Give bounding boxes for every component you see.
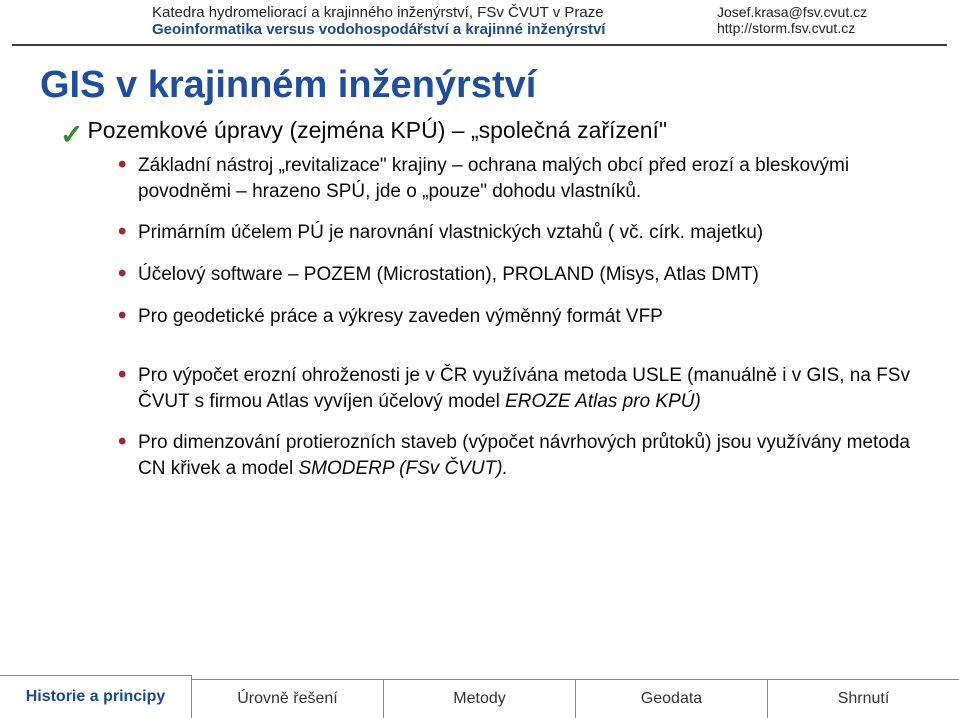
tab-shrnuti[interactable]: Shrnutí [768,679,959,718]
list-item: Pro geodetické práce a výkresy zaveden v… [118,304,919,330]
footer-tabs: Historie a principy Úrovně řešení Metody… [0,679,959,718]
list-item-italic: EROZE Atlas pro KPÚ) [505,391,701,412]
bullet-list-a: Základní nástroj „revitalizace" krajiny … [118,153,919,329]
header-url: http://storm.fsv.cvut.cz [717,20,927,36]
slide-title: GIS v krajinném inženýrství [40,64,919,107]
header-email: Josef.krasa@fsv.cvut.cz [717,4,927,20]
header-right: Josef.krasa@fsv.cvut.cz http://storm.fsv… [717,4,927,38]
tab-geodata[interactable]: Geodata [576,679,768,718]
tab-urovne[interactable]: Úrovně řešení [192,679,384,718]
list-item-text: Pro dimenzování protierozních staveb (vý… [138,432,910,479]
list-item-italic: SMODERP (FSv ČVUT). [299,458,508,479]
tab-metody[interactable]: Metody [384,679,576,718]
bullet-list-b: Pro výpočet erozní ohroženosti je v ČR v… [118,363,919,482]
list-item: Účelový software – POZEM (Microstation),… [118,262,919,288]
tab-historie[interactable]: Historie a principy [0,675,192,718]
list-item: Základní nástroj „revitalizace" krajiny … [118,153,919,204]
check-icon: ✓ [60,121,83,149]
slide-content: GIS v krajinném inženýrství ✓ Pozemkové … [0,46,959,508]
list-item: Pro výpočet erozní ohroženosti je v ČR v… [118,363,919,414]
check-bullet: ✓ Pozemkové úpravy (zejména KPÚ) – „spol… [60,117,919,145]
slide-header: Katedra hydromeliorací a krajinného inže… [12,0,947,46]
header-department: Katedra hydromeliorací a krajinného inže… [152,4,717,21]
header-left: Katedra hydromeliorací a krajinného inže… [32,4,717,38]
header-subject: Geoinformatika versus vodohospodářství a… [152,21,717,38]
list-item: Primárním účelem PÚ je narovnání vlastni… [118,220,919,246]
check-text: Pozemkové úpravy (zejména KPÚ) – „společ… [87,117,667,144]
list-item: Pro dimenzování protierozních staveb (vý… [118,430,919,481]
